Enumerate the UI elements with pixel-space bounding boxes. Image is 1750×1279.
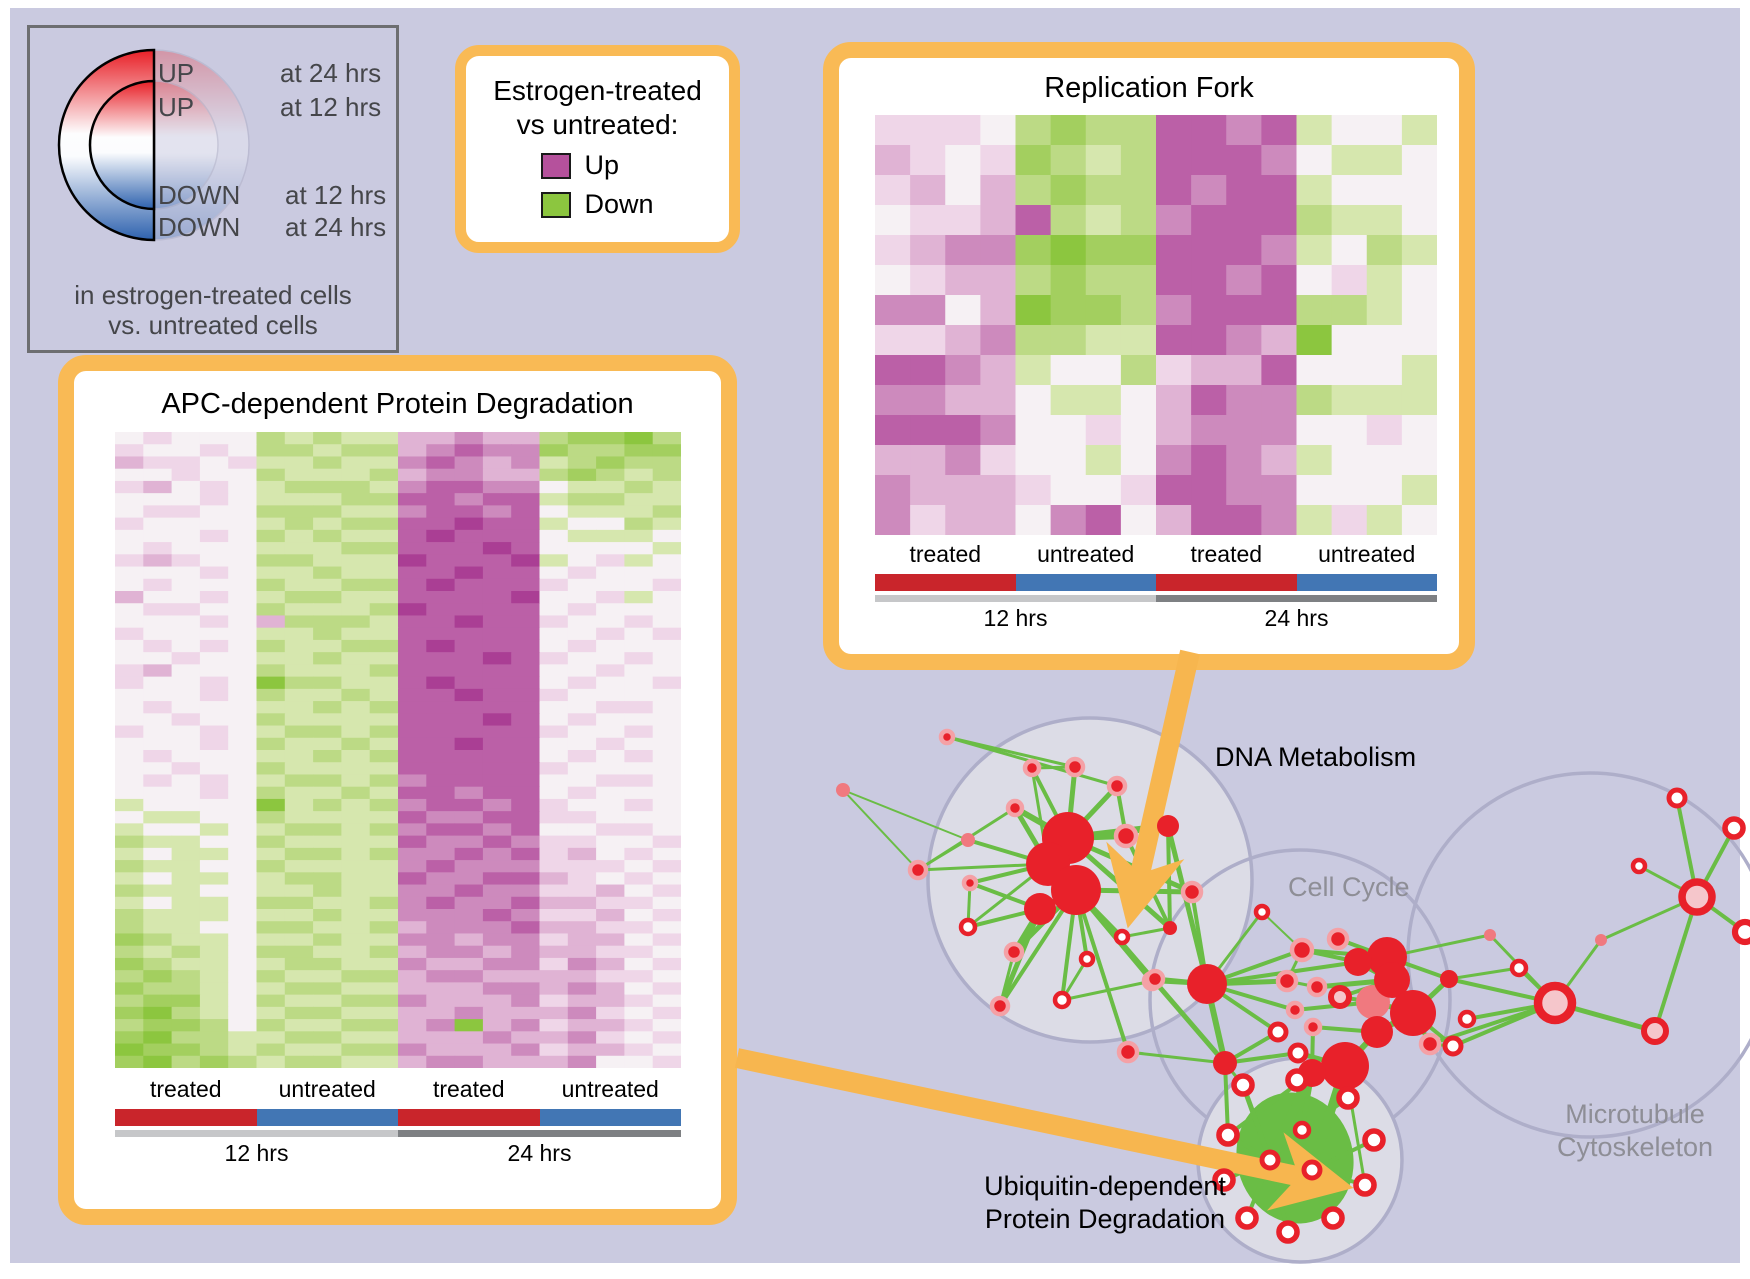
group-color-bar <box>1015 574 1156 591</box>
group-color-bar <box>1296 574 1437 591</box>
ring-time-down-24: at 24 hrs <box>285 212 387 242</box>
down-color-swatch <box>540 191 571 218</box>
group-label: treated <box>1190 541 1263 567</box>
ubiquitin-label-line1: Ubiquitin-dependent <box>984 1171 1226 1201</box>
comparison-legend-title-line2: vs untreated: <box>516 109 679 140</box>
ubiquitin-label-line2: Protein Degradation <box>984 1204 1226 1234</box>
group-label: treated <box>432 1076 505 1102</box>
ring-time-12: at 12 hrs <box>280 92 382 122</box>
replication-fork-heatmap-axis: treated untreated treated untreated 12 hrs 24… <box>875 541 1437 631</box>
replication-fork-heatmap <box>875 115 1437 535</box>
time-label: 12 hrs <box>983 605 1048 631</box>
time-color-bar <box>875 595 1156 602</box>
ring-footnote-line1: in estrogen-treated cells <box>74 280 352 310</box>
cluster-label-microtubule-cytoskeleton: Microtubule Cytoskeleton <box>1505 1098 1750 1164</box>
ring-legend-graphic <box>57 48 250 242</box>
up-label: Up <box>584 150 620 180</box>
group-color-bar <box>115 1109 257 1126</box>
apc-degradation-title: APC-dependent Protein Degradation <box>161 388 634 420</box>
group-color-bar <box>1156 574 1297 591</box>
ring-dir-down-24: DOWN <box>158 212 241 242</box>
legend-item-down: Down <box>466 189 729 220</box>
time-label: 12 hrs <box>224 1140 289 1166</box>
time-color-bar <box>115 1130 398 1137</box>
time-label: 24 hrs <box>1264 605 1329 631</box>
comparison-legend-box: Estrogen-treated vs untreated: Up Down <box>455 45 740 253</box>
group-color-bar <box>256 1109 398 1126</box>
time-color-bar <box>398 1130 681 1137</box>
time-color-bar <box>1156 595 1437 602</box>
microtubule-label-line2: Cytoskeleton <box>1556 1132 1714 1162</box>
ring-dir-down-12: DOWN <box>158 180 241 210</box>
ring-footnote-line2: vs. untreated cells <box>108 310 318 340</box>
cluster-label-dna-metabolism: DNA Metabolism <box>1215 742 1417 772</box>
group-color-bar <box>875 574 1016 591</box>
ring-dir-up-12: UP <box>158 92 195 122</box>
microtubule-label-line1: Microtubule <box>1565 1099 1705 1129</box>
group-label: treated <box>909 541 982 567</box>
group-label: untreated <box>278 1076 376 1102</box>
group-label: untreated <box>1037 541 1135 567</box>
apc-heatmap-axis: treated untreated treated untreated 12 hrs 24… <box>115 1076 681 1166</box>
replication-fork-title: Replication Fork <box>1044 72 1254 104</box>
group-color-bar <box>398 1109 540 1126</box>
group-label: untreated <box>561 1076 659 1102</box>
legend-item-up: Up <box>466 150 729 181</box>
group-color-bar <box>539 1109 681 1126</box>
group-label: untreated <box>1318 541 1416 567</box>
ring-time-down-12: at 12 hrs <box>285 180 387 210</box>
ring-legend-box: UP at 24 hrs UP at 12 hrs DOWN at 12 hrs… <box>27 25 399 353</box>
cluster-label-ubiquitin-degradation: Ubiquitin-dependent Protein Degradation <box>935 1170 1275 1236</box>
ring-time-24: at 24 hrs <box>280 58 382 88</box>
cluster-label-cell-cycle: Cell Cycle <box>1288 872 1410 902</box>
down-label: Down <box>584 189 654 219</box>
inner-ring <box>88 79 219 211</box>
up-color-swatch <box>540 152 571 179</box>
apc-heatmap <box>115 432 681 1068</box>
time-label: 24 hrs <box>507 1140 572 1166</box>
group-label: treated <box>149 1076 222 1102</box>
ring-dir-up-24: UP <box>158 58 195 88</box>
comparison-legend-title-line1: Estrogen-treated <box>493 75 702 106</box>
